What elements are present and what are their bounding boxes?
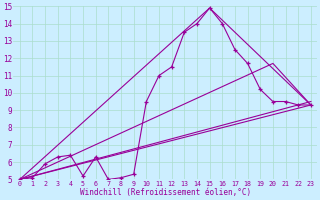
X-axis label: Windchill (Refroidissement éolien,°C): Windchill (Refroidissement éolien,°C): [80, 188, 251, 197]
